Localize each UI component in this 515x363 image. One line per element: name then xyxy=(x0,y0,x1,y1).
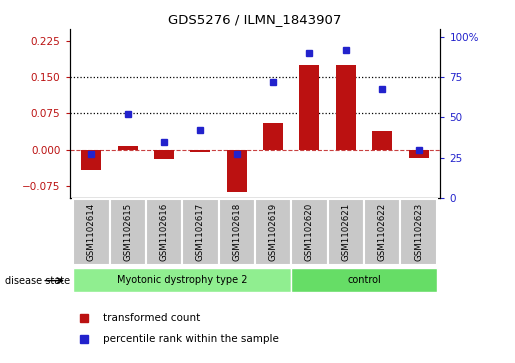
Bar xyxy=(73,199,110,265)
Text: disease state: disease state xyxy=(5,276,70,286)
Bar xyxy=(81,150,101,170)
Bar xyxy=(110,199,146,265)
Bar xyxy=(299,65,319,150)
Bar xyxy=(291,199,328,265)
Text: control: control xyxy=(347,275,381,285)
Bar xyxy=(118,146,138,150)
Bar xyxy=(218,199,255,265)
Bar xyxy=(227,150,247,192)
Bar xyxy=(328,199,364,265)
Text: GSM1102617: GSM1102617 xyxy=(196,203,205,261)
Bar xyxy=(146,199,182,265)
Text: GSM1102614: GSM1102614 xyxy=(87,203,96,261)
Text: GSM1102621: GSM1102621 xyxy=(341,203,350,261)
Text: Myotonic dystrophy type 2: Myotonic dystrophy type 2 xyxy=(117,275,248,285)
Bar xyxy=(73,268,291,292)
Bar xyxy=(154,150,174,159)
Title: GDS5276 / ILMN_1843907: GDS5276 / ILMN_1843907 xyxy=(168,13,341,26)
Bar xyxy=(182,199,218,265)
Bar xyxy=(191,150,211,152)
Text: GSM1102618: GSM1102618 xyxy=(232,203,241,261)
Bar xyxy=(364,199,400,265)
Text: transformed count: transformed count xyxy=(103,313,200,323)
Text: GSM1102616: GSM1102616 xyxy=(160,203,168,261)
Bar xyxy=(372,131,392,150)
Text: GSM1102620: GSM1102620 xyxy=(305,203,314,261)
Bar xyxy=(263,123,283,150)
Text: GSM1102615: GSM1102615 xyxy=(123,203,132,261)
Text: GSM1102619: GSM1102619 xyxy=(269,203,278,261)
Bar xyxy=(408,150,428,158)
Bar xyxy=(336,65,356,150)
Text: percentile rank within the sample: percentile rank within the sample xyxy=(103,334,279,344)
Bar xyxy=(400,199,437,265)
Bar xyxy=(291,268,437,292)
Text: GSM1102623: GSM1102623 xyxy=(414,203,423,261)
Text: GSM1102622: GSM1102622 xyxy=(377,203,387,261)
Bar xyxy=(255,199,291,265)
